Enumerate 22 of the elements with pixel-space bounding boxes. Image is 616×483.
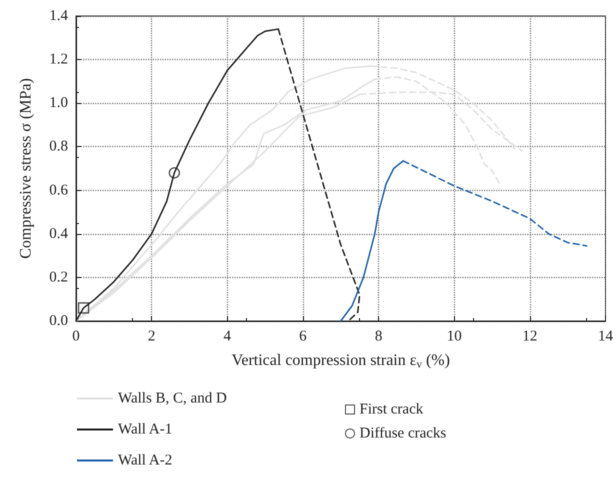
y-tick-label: 0.4 [49, 226, 68, 242]
legend-label: Walls B, C, and D [118, 390, 227, 406]
x-tick-label: 12 [522, 328, 538, 344]
legend-label: Diffuse cracks [360, 426, 446, 442]
x-tick-label: 14 [598, 328, 614, 344]
legend-label: First crack [360, 402, 424, 418]
y-tick-label: 0.0 [49, 313, 68, 329]
y-tick-label: 1.0 [49, 95, 68, 112]
x-tick-label: 6 [299, 328, 308, 344]
x-tick-label: 4 [224, 328, 232, 344]
y-tick-label: 0.8 [49, 138, 68, 155]
x-tick-label: 10 [446, 328, 462, 344]
x-tick-label: 2 [148, 328, 156, 344]
x-tick-label: 0 [72, 328, 80, 344]
y-tick-label: 0.6 [49, 182, 68, 198]
x-tick-label: 8 [374, 328, 382, 344]
y-tick-label: 1.2 [49, 52, 68, 68]
legend-label: Wall A-2 [118, 452, 172, 468]
y-tick-label: 0.2 [49, 269, 68, 286]
legend-label: Wall A-1 [118, 422, 172, 438]
y-tick-label: 1.4 [49, 8, 68, 24]
y-axis-title: Compressive stress σ (MPa) [18, 78, 34, 259]
